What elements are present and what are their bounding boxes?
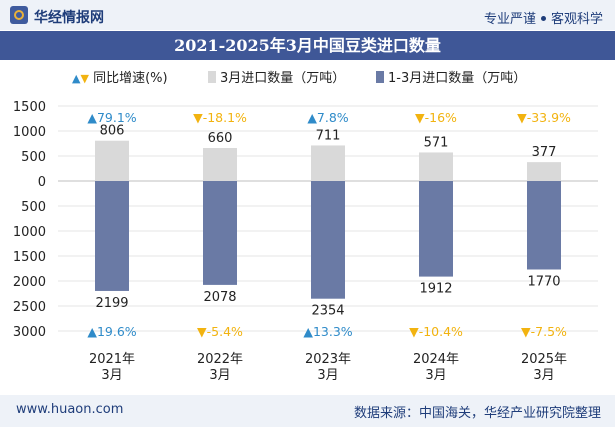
legend-cumulative: 1-3月进口数量（万吨） bbox=[376, 67, 526, 86]
y-tick-label: 500 bbox=[21, 150, 46, 165]
x-tick-label-year: 2021年 bbox=[89, 352, 135, 367]
data-label-cumulative: 2354 bbox=[311, 304, 344, 319]
growth-label-monthly: ▼-18.1% bbox=[193, 110, 247, 125]
bar-monthly bbox=[203, 148, 237, 181]
x-tick-label-month: 3月 bbox=[209, 368, 230, 383]
legend-swatch-cumulative bbox=[376, 71, 384, 83]
tagline: 专业严谨 客观科学 bbox=[484, 8, 603, 27]
tagline-right: 客观科学 bbox=[550, 12, 603, 27]
x-tick-label-year: 2025年 bbox=[521, 352, 567, 367]
footer-site: www.huaon.com bbox=[16, 402, 124, 417]
y-tick-label: 2000 bbox=[13, 275, 46, 290]
bar-cumulative bbox=[527, 181, 561, 270]
data-label-cumulative: 1770 bbox=[527, 275, 560, 290]
triangle-up-icon: ▲ bbox=[72, 72, 81, 85]
x-tick-label-month: 3月 bbox=[317, 368, 338, 383]
data-label-cumulative: 2078 bbox=[203, 290, 236, 305]
data-label-monthly: 660 bbox=[208, 131, 233, 146]
legend-swatch-monthly bbox=[208, 71, 216, 83]
y-tick-label: 500 bbox=[21, 200, 46, 215]
legend-cumulative-label: 1-3月进口数量（万吨） bbox=[388, 71, 527, 86]
chart-title: 2021-2025年3月中国豆类进口数量 bbox=[0, 31, 615, 60]
growth-label-cumulative: ▼-7.5% bbox=[521, 324, 567, 339]
x-tick-label-year: 2024年 bbox=[413, 352, 459, 367]
x-tick-label-month: 3月 bbox=[533, 368, 554, 383]
bar-cumulative bbox=[311, 181, 345, 299]
y-tick-label: 3000 bbox=[13, 325, 46, 340]
bar-monthly bbox=[95, 140, 129, 181]
y-tick-label: 1500 bbox=[13, 250, 46, 265]
bullet-icon bbox=[540, 16, 546, 21]
growth-label-monthly: ▼-16% bbox=[415, 110, 457, 125]
y-tick-label: 1000 bbox=[13, 225, 46, 240]
bar-cumulative bbox=[95, 181, 129, 291]
brand-name: 华经情报网 bbox=[34, 10, 104, 26]
legend-growth: ▲▼ 同比增速(%) bbox=[72, 67, 168, 86]
triangle-down-icon: ▼ bbox=[80, 72, 89, 85]
data-label-monthly: 377 bbox=[532, 145, 557, 160]
footer-source: 数据来源：中国海关，华经产业研究院整理 bbox=[353, 406, 601, 421]
legend-monthly-label: 3月进口数量（万吨） bbox=[220, 71, 346, 86]
bar-monthly bbox=[527, 162, 561, 181]
y-tick-label: 1000 bbox=[13, 125, 46, 140]
bar-cumulative bbox=[203, 181, 237, 285]
x-tick-label-year: 2023年 bbox=[305, 352, 351, 367]
growth-label-cumulative: ▲19.6% bbox=[87, 324, 136, 339]
data-label-monthly: 571 bbox=[424, 135, 449, 150]
growth-label-monthly: ▲7.8% bbox=[307, 110, 348, 125]
growth-label-monthly: ▲79.1% bbox=[87, 110, 136, 125]
legend-growth-label: 同比增速(%) bbox=[93, 71, 168, 86]
y-tick-label: 0 bbox=[38, 175, 46, 190]
huajing-logo-icon bbox=[10, 6, 28, 24]
top-bar: 华经情报网 专业严谨 客观科学 bbox=[0, 0, 615, 30]
y-tick-label: 2500 bbox=[13, 300, 46, 315]
legend-monthly: 3月进口数量（万吨） bbox=[208, 67, 345, 86]
growth-label-cumulative: ▼-10.4% bbox=[409, 324, 463, 339]
data-label-monthly: 711 bbox=[316, 128, 341, 143]
bar-monthly bbox=[311, 145, 345, 181]
growth-label-monthly: ▼-33.9% bbox=[517, 110, 571, 125]
data-label-cumulative: 2199 bbox=[95, 296, 128, 311]
bar-monthly bbox=[419, 152, 453, 181]
footer: www.huaon.com 数据来源：中国海关，华经产业研究院整理 bbox=[0, 395, 615, 427]
x-tick-label-month: 3月 bbox=[425, 368, 446, 383]
bar-cumulative bbox=[419, 181, 453, 277]
x-tick-label-month: 3月 bbox=[101, 368, 122, 383]
data-label-monthly: 806 bbox=[100, 124, 125, 139]
x-tick-label-year: 2022年 bbox=[197, 352, 243, 367]
bar-chart: 1500 1000 500 0 500 1000 1500 2000 2500 3000 806 21… bbox=[13, 100, 598, 383]
tagline-left: 专业严谨 bbox=[483, 12, 536, 27]
data-label-cumulative: 1912 bbox=[419, 282, 452, 297]
y-tick-label: 1500 bbox=[13, 100, 46, 115]
growth-label-cumulative: ▲13.3% bbox=[303, 324, 352, 339]
growth-label-cumulative: ▼-5.4% bbox=[197, 324, 243, 339]
